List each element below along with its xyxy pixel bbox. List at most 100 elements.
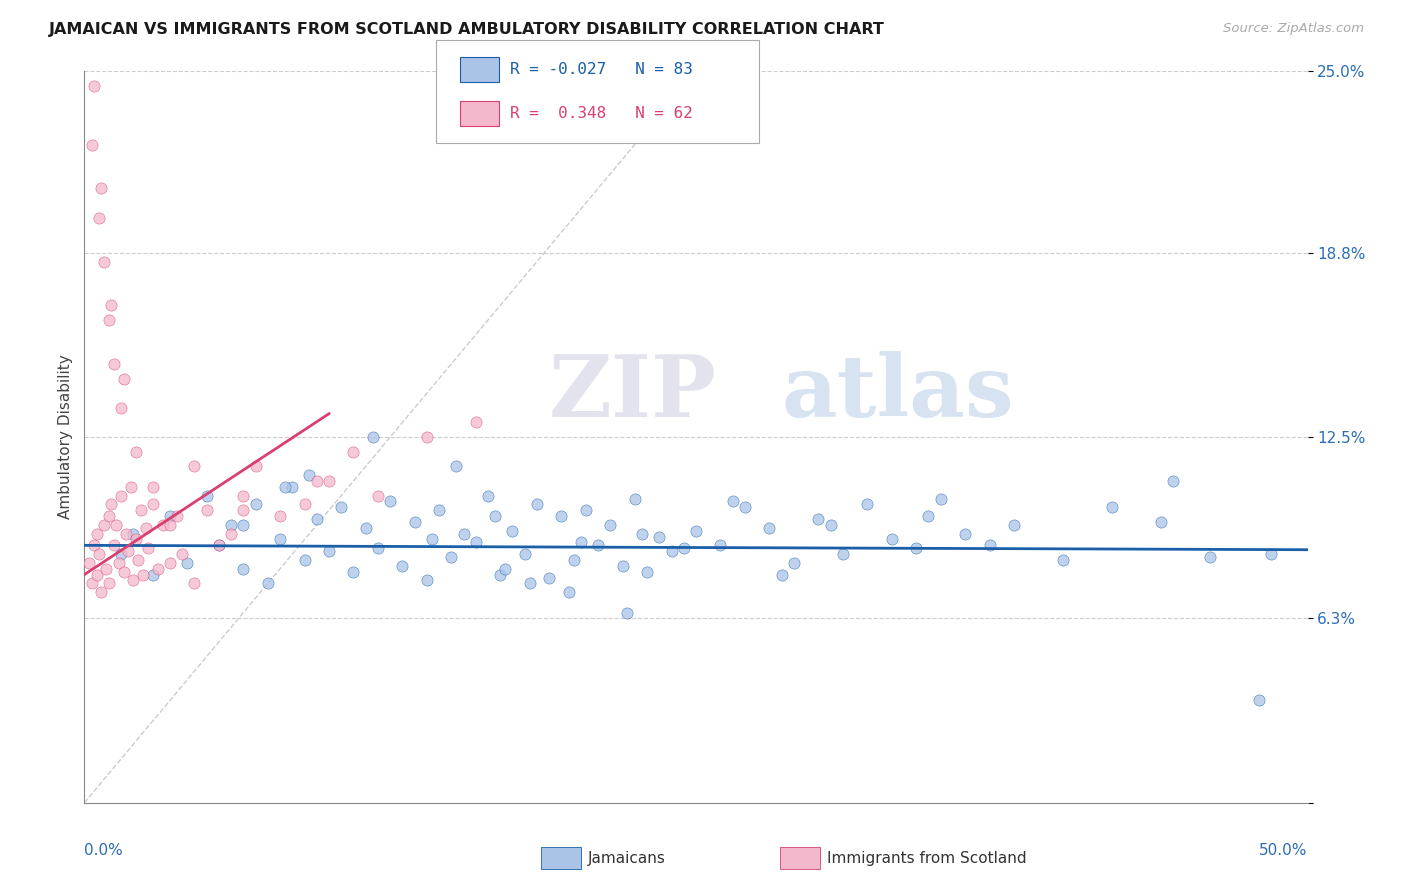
Point: [1198, 549, 1220, 564]
Point: [110, 489, 132, 503]
Point: [269, 509, 291, 524]
Point: [125, 444, 148, 458]
Point: [550, 509, 572, 524]
Point: [159, 509, 181, 524]
Point: [770, 567, 793, 582]
Point: [129, 503, 152, 517]
Point: [342, 565, 364, 579]
Point: [519, 576, 541, 591]
Point: [734, 500, 756, 515]
Point: [444, 459, 467, 474]
Point: [195, 489, 218, 503]
Text: ZIP: ZIP: [550, 351, 717, 435]
Point: [232, 489, 254, 503]
Point: [318, 474, 340, 488]
Point: [136, 541, 159, 556]
Point: [172, 547, 194, 561]
Point: [245, 497, 267, 511]
Point: [318, 544, 340, 558]
Point: [661, 544, 683, 558]
Point: [758, 521, 780, 535]
Point: [709, 538, 731, 552]
Text: Jamaicans: Jamaicans: [588, 851, 665, 865]
Point: [953, 526, 976, 541]
Text: Source: ZipAtlas.com: Source: ZipAtlas.com: [1223, 22, 1364, 36]
Point: [112, 371, 135, 385]
Point: [97, 576, 120, 591]
Point: [96, 562, 118, 576]
Point: [612, 558, 634, 573]
Point: [176, 556, 198, 570]
Point: [135, 521, 157, 535]
Point: [232, 503, 254, 517]
Point: [1052, 553, 1074, 567]
Point: [586, 538, 609, 552]
Point: [305, 512, 328, 526]
Point: [416, 574, 439, 588]
Point: [86, 526, 108, 541]
Point: [558, 585, 581, 599]
Point: [100, 298, 122, 312]
Point: [97, 509, 120, 524]
Point: [122, 574, 145, 588]
Point: [489, 567, 512, 582]
Point: [569, 535, 592, 549]
Point: [616, 606, 638, 620]
Text: atlas: atlas: [782, 351, 1014, 435]
Point: [1260, 547, 1282, 561]
Point: [183, 459, 205, 474]
Text: 0.0%: 0.0%: [84, 843, 124, 858]
Point: [305, 474, 328, 488]
Point: [120, 480, 142, 494]
Point: [93, 517, 115, 532]
Point: [464, 535, 486, 549]
Point: [87, 547, 110, 561]
Y-axis label: Ambulatory Disability: Ambulatory Disability: [58, 355, 73, 519]
Point: [416, 430, 439, 444]
Point: [112, 565, 135, 579]
Point: [575, 503, 598, 517]
Point: [77, 556, 100, 570]
Point: [132, 567, 155, 582]
Point: [208, 538, 231, 552]
Point: [513, 547, 536, 561]
Point: [195, 503, 218, 517]
Point: [1101, 500, 1123, 515]
Point: [820, 517, 842, 532]
Point: [599, 517, 621, 532]
Point: [624, 491, 647, 506]
Point: [1161, 474, 1184, 488]
Point: [330, 500, 353, 515]
Point: [427, 503, 450, 517]
Point: [298, 468, 321, 483]
Point: [110, 401, 132, 415]
Text: R =  0.348   N = 62: R = 0.348 N = 62: [510, 105, 693, 120]
Point: [420, 533, 443, 547]
Point: [367, 541, 389, 556]
Point: [142, 480, 165, 494]
Point: [86, 567, 108, 582]
Point: [526, 497, 548, 511]
Point: [917, 509, 939, 524]
Point: [929, 491, 952, 506]
Point: [636, 565, 658, 579]
Point: [453, 526, 475, 541]
Point: [90, 181, 112, 195]
Point: [110, 547, 132, 561]
Point: [245, 459, 267, 474]
Point: [115, 526, 138, 541]
Point: [257, 576, 280, 591]
Point: [87, 211, 110, 225]
Point: [477, 489, 499, 503]
Point: [122, 526, 145, 541]
Point: [232, 517, 254, 532]
Point: [494, 562, 516, 576]
Text: Immigrants from Scotland: Immigrants from Scotland: [827, 851, 1026, 865]
Text: 50.0%: 50.0%: [1260, 843, 1308, 858]
Point: [1150, 515, 1173, 529]
Text: JAMAICAN VS IMMIGRANTS FROM SCOTLAND AMBULATORY DISABILITY CORRELATION CHART: JAMAICAN VS IMMIGRANTS FROM SCOTLAND AMB…: [49, 22, 886, 37]
Point: [219, 526, 242, 541]
Point: [294, 497, 316, 511]
Point: [562, 553, 585, 567]
Point: [342, 444, 364, 458]
